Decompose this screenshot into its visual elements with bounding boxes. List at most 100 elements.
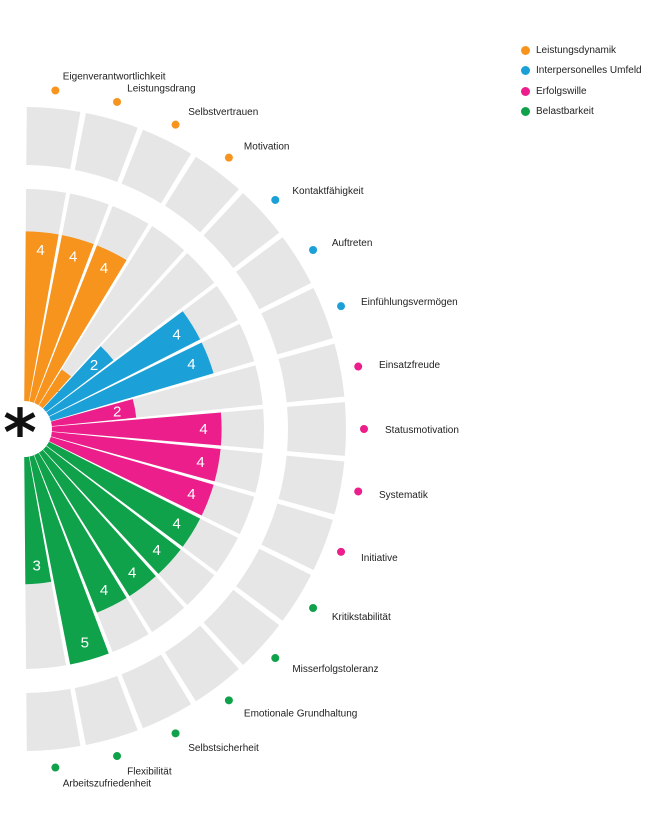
category-label: Kritikstabilität xyxy=(332,612,391,623)
bar xyxy=(49,342,214,422)
track-segment xyxy=(236,548,311,621)
legend-label: Interpersonelles Umfeld xyxy=(536,65,642,77)
category-label: Selbstvertrauen xyxy=(188,107,258,118)
track-segment xyxy=(164,625,239,702)
category-dot xyxy=(51,763,60,772)
value-label: 2 xyxy=(90,357,98,374)
center-symbol: * xyxy=(3,397,36,471)
bar xyxy=(24,231,59,402)
track-segment xyxy=(203,192,280,269)
value-label: 4 xyxy=(100,260,108,277)
category-dot xyxy=(271,654,280,663)
category-dot xyxy=(224,696,233,705)
legend-label: Belastbarkeit xyxy=(536,106,594,118)
track-segment xyxy=(236,237,311,310)
value-label: 4 xyxy=(173,516,181,533)
track-segment xyxy=(74,113,138,183)
legend-dot-icon xyxy=(521,107,530,117)
category-dot xyxy=(113,97,122,106)
bar xyxy=(29,455,109,665)
category-label: Selbstsicherheit xyxy=(188,743,259,754)
value-label: 4 xyxy=(199,421,207,438)
track-segment xyxy=(121,654,192,729)
bar xyxy=(46,311,201,417)
slot-segment xyxy=(38,226,185,409)
track-segment xyxy=(74,675,138,745)
value-label: 4 xyxy=(187,356,195,373)
category-dot xyxy=(354,362,363,371)
legend-item: Interpersonelles Umfeld xyxy=(521,61,642,82)
track-segment xyxy=(121,129,192,204)
category-dot xyxy=(271,195,280,204)
value-label: 3 xyxy=(32,558,40,575)
track-segment xyxy=(278,343,345,403)
category-dot xyxy=(113,752,122,761)
bar xyxy=(38,449,156,597)
center-disk xyxy=(0,405,48,453)
legend-item: Belastbarkeit xyxy=(521,102,642,123)
value-label: 4 xyxy=(153,542,161,559)
legend-item: Erfolgswille xyxy=(521,81,642,102)
track-ring xyxy=(26,107,347,751)
track-segment xyxy=(261,503,333,571)
bar xyxy=(43,446,181,574)
value-label: 4 xyxy=(173,326,181,343)
category-label: Eigenverantwortlichkeit xyxy=(63,72,166,83)
category-label: Kontaktfähigkeit xyxy=(292,186,363,197)
category-label: Auftreten xyxy=(332,238,373,249)
bar xyxy=(50,399,137,427)
value-label: 1 xyxy=(51,379,59,396)
category-dot xyxy=(337,547,346,556)
value-label: 4 xyxy=(100,582,108,599)
category-dot xyxy=(51,86,60,95)
value-label: 4 xyxy=(196,454,204,471)
bar xyxy=(29,235,94,403)
bar xyxy=(50,431,221,482)
legend-dot-icon xyxy=(521,66,530,76)
track-segment xyxy=(164,156,239,233)
track-segment xyxy=(26,107,81,170)
bar xyxy=(34,452,127,613)
value-label: 4 xyxy=(36,242,44,259)
legend-dot-icon xyxy=(521,45,530,55)
bar xyxy=(34,245,127,406)
category-dot xyxy=(309,603,318,612)
value-label: 2 xyxy=(113,404,121,421)
legend-label: Leistungsdynamik xyxy=(536,44,617,56)
category-dot xyxy=(224,153,233,162)
track-segment xyxy=(278,455,345,515)
category-label: Emotionale Grundhaltung xyxy=(244,708,357,719)
bar xyxy=(51,412,222,446)
category-label: Initiative xyxy=(361,553,398,564)
bar xyxy=(49,436,214,516)
category-label: Einsatzfreude xyxy=(379,360,441,371)
category-label: Flexibilität xyxy=(127,766,172,777)
track-segment xyxy=(287,402,347,456)
value-label: 4 xyxy=(128,564,136,581)
value-label: 4 xyxy=(69,248,77,265)
category-label: Motivation xyxy=(244,142,290,153)
bar xyxy=(24,456,52,585)
category-dot xyxy=(171,729,180,738)
bar xyxy=(43,346,114,412)
legend-label: Erfolgswille xyxy=(536,85,587,97)
track-segment xyxy=(26,688,81,751)
legend: Leistungsdynamik Interpersonelles Umfeld E… xyxy=(521,40,642,122)
track-segment xyxy=(261,287,333,355)
bar xyxy=(46,441,201,547)
category-label: Misserfolgstoleranz xyxy=(292,664,378,675)
category-dot xyxy=(337,302,346,311)
category-label: Statusmotivation xyxy=(385,425,459,436)
category-label: Systematik xyxy=(379,490,429,501)
legend-dot-icon xyxy=(521,86,530,96)
value-label: 4 xyxy=(187,486,195,503)
category-dot xyxy=(354,487,363,496)
category-label: Arbeitszufriedenheit xyxy=(63,778,152,789)
category-label: Leistungsdrang xyxy=(127,84,195,95)
category-dot xyxy=(171,120,180,129)
category-dot xyxy=(309,246,318,255)
track-segment xyxy=(203,589,280,666)
